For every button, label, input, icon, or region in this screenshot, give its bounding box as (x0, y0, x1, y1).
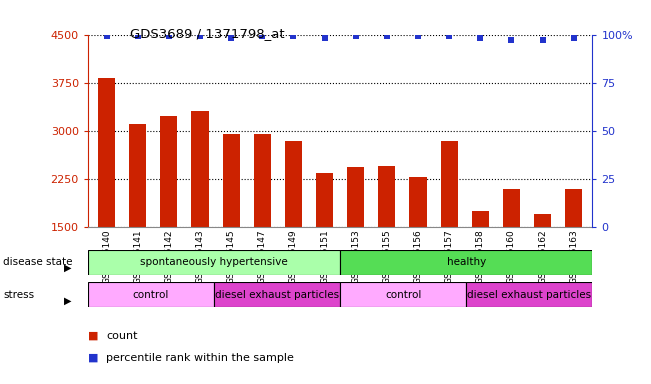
Text: percentile rank within the sample: percentile rank within the sample (106, 353, 294, 363)
Bar (340, 282, 466, 307)
Point (226, 35, 236, 41)
Bar (285, 141, 302, 323)
Point (133, 33, 143, 40)
Bar (160, 116, 178, 323)
Bar (347, 167, 365, 323)
Point (102, 33, 112, 40)
Bar (214, 282, 340, 307)
Point (475, 35, 486, 41)
Bar (378, 166, 395, 323)
Bar (503, 189, 520, 323)
Bar (98, 78, 115, 323)
Text: ▶: ▶ (64, 296, 72, 306)
Point (506, 37, 517, 43)
Bar (129, 124, 146, 323)
Point (195, 33, 205, 40)
Point (413, 33, 423, 40)
Text: diesel exhaust particles: diesel exhaust particles (215, 290, 339, 300)
Bar (409, 177, 426, 323)
Point (568, 35, 579, 41)
Bar (223, 134, 240, 323)
Bar (191, 111, 208, 323)
Point (288, 33, 299, 40)
Point (381, 33, 392, 40)
Bar (254, 134, 271, 323)
Point (257, 33, 268, 40)
Bar (340, 250, 592, 275)
Bar (534, 214, 551, 323)
Text: diesel exhaust particles: diesel exhaust particles (467, 290, 591, 300)
Point (537, 37, 547, 43)
Text: ■: ■ (88, 331, 98, 341)
Text: healthy: healthy (447, 257, 486, 267)
Text: disease state: disease state (3, 257, 73, 267)
Point (320, 35, 330, 41)
Bar (466, 282, 592, 307)
Point (163, 33, 174, 40)
Bar (88, 282, 214, 307)
Text: control: control (133, 290, 169, 300)
Text: GDS3689 / 1371798_at: GDS3689 / 1371798_at (130, 27, 285, 40)
Text: stress: stress (3, 290, 35, 300)
Point (350, 33, 361, 40)
Bar (472, 211, 489, 323)
Text: count: count (106, 331, 137, 341)
Text: control: control (385, 290, 421, 300)
Bar (88, 250, 340, 275)
Bar (316, 173, 333, 323)
Bar (565, 189, 582, 323)
Text: ▶: ▶ (64, 263, 72, 273)
Bar (441, 141, 458, 323)
Text: spontaneously hypertensive: spontaneously hypertensive (140, 257, 288, 267)
Point (444, 33, 454, 40)
Text: ■: ■ (88, 353, 98, 363)
